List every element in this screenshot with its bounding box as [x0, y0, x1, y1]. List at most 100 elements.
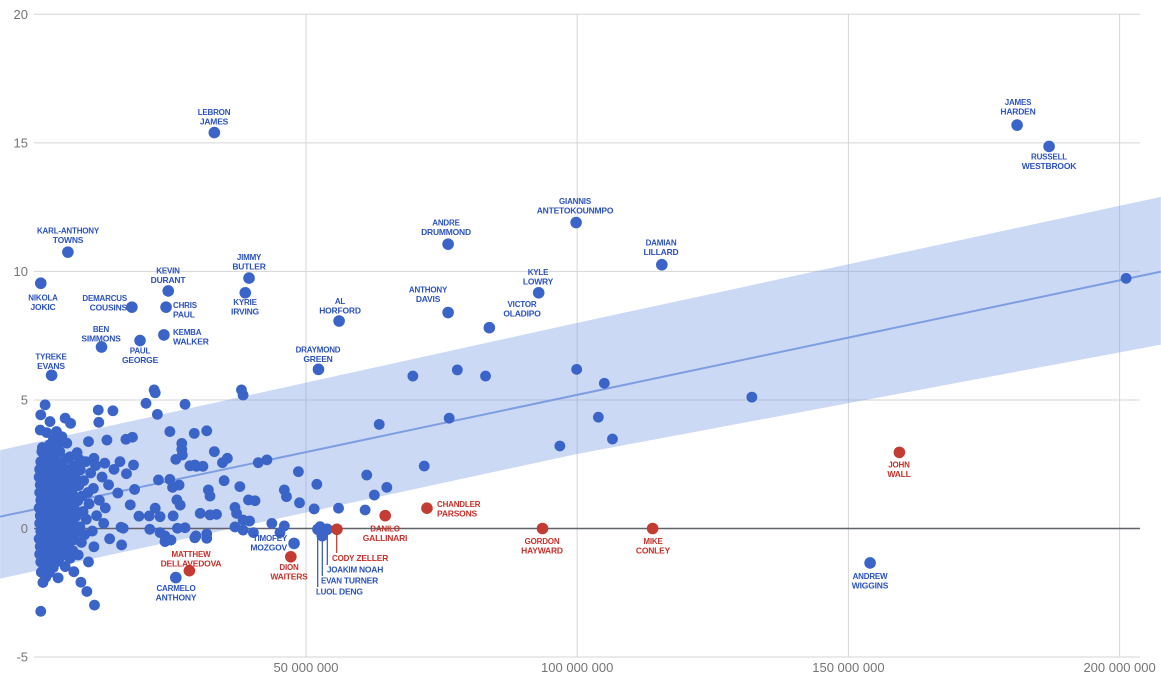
highlighted-point[interactable]: [570, 216, 582, 229]
data-point[interactable]: [115, 521, 127, 533]
highlighted-point[interactable]: [62, 246, 74, 258]
data-point[interactable]: [101, 434, 113, 446]
highlighted-point[interactable]: [95, 341, 108, 353]
data-point[interactable]: [114, 456, 126, 468]
data-point[interactable]: [204, 490, 216, 502]
data-point[interactable]: [81, 586, 93, 597]
data-point[interactable]: [140, 397, 152, 409]
data-point[interactable]: [93, 494, 105, 506]
data-point[interactable]: [83, 436, 94, 448]
highlighted-point[interactable]: [536, 522, 549, 535]
data-point[interactable]: [480, 370, 491, 382]
highlighted-point[interactable]: [442, 306, 454, 319]
data-point[interactable]: [359, 504, 371, 516]
data-point[interactable]: [204, 509, 216, 521]
data-point[interactable]: [188, 427, 200, 439]
data-point[interactable]: [237, 389, 249, 401]
highlighted-point[interactable]: [183, 564, 196, 577]
data-point[interactable]: [35, 605, 47, 617]
data-point[interactable]: [128, 459, 139, 471]
data-point[interactable]: [451, 364, 463, 376]
data-point[interactable]: [98, 517, 110, 529]
data-point[interactable]: [103, 479, 114, 491]
data-point[interactable]: [80, 513, 92, 525]
data-point[interactable]: [41, 427, 53, 439]
data-point[interactable]: [83, 498, 95, 510]
data-point[interactable]: [244, 515, 255, 527]
data-point[interactable]: [174, 499, 186, 511]
data-point[interactable]: [80, 456, 92, 468]
data-point[interactable]: [607, 433, 618, 445]
data-point[interactable]: [407, 370, 419, 382]
highlighted-point[interactable]: [333, 315, 345, 327]
data-point[interactable]: [75, 576, 87, 588]
data-point[interactable]: [52, 572, 64, 584]
data-point[interactable]: [1120, 272, 1132, 284]
data-point[interactable]: [99, 457, 111, 469]
data-point[interactable]: [120, 433, 132, 445]
data-point[interactable]: [104, 533, 116, 545]
data-point[interactable]: [308, 503, 320, 515]
highlighted-point[interactable]: [126, 301, 138, 313]
highlighted-point[interactable]: [331, 523, 343, 536]
data-point[interactable]: [107, 405, 119, 417]
data-point[interactable]: [91, 510, 103, 522]
highlighted-point[interactable]: [442, 238, 454, 250]
data-point[interactable]: [133, 510, 145, 522]
highlighted-point[interactable]: [379, 509, 391, 522]
data-point[interactable]: [197, 460, 209, 472]
data-point[interactable]: [179, 398, 191, 410]
data-point[interactable]: [229, 521, 241, 533]
data-point[interactable]: [746, 391, 758, 403]
data-point[interactable]: [112, 487, 124, 499]
data-point[interactable]: [368, 489, 380, 501]
data-point[interactable]: [218, 475, 230, 487]
highlighted-point[interactable]: [134, 334, 146, 347]
data-point[interactable]: [96, 471, 108, 483]
data-point[interactable]: [153, 474, 164, 486]
highlighted-point[interactable]: [160, 301, 172, 313]
data-point[interactable]: [88, 541, 100, 553]
data-point[interactable]: [76, 536, 87, 548]
data-point[interactable]: [68, 566, 80, 578]
data-point[interactable]: [598, 377, 610, 389]
data-point[interactable]: [274, 527, 286, 539]
highlighted-point[interactable]: [421, 502, 433, 514]
data-point[interactable]: [39, 399, 51, 411]
data-point[interactable]: [247, 527, 259, 539]
data-point[interactable]: [89, 599, 100, 611]
data-point[interactable]: [44, 416, 56, 427]
data-point[interactable]: [201, 532, 213, 544]
data-point[interactable]: [172, 522, 183, 534]
highlighted-point[interactable]: [483, 321, 496, 334]
data-point[interactable]: [261, 454, 273, 466]
data-point[interactable]: [217, 457, 228, 469]
data-point[interactable]: [93, 416, 105, 428]
data-point[interactable]: [121, 468, 132, 480]
data-point[interactable]: [159, 536, 171, 548]
highlighted-point[interactable]: [656, 258, 668, 271]
data-point[interactable]: [194, 507, 206, 519]
data-point[interactable]: [47, 440, 59, 452]
highlighted-point[interactable]: [162, 285, 175, 297]
data-point[interactable]: [249, 495, 261, 507]
data-point[interactable]: [167, 510, 179, 522]
data-point[interactable]: [189, 532, 201, 544]
data-point[interactable]: [170, 453, 182, 465]
highlighted-point[interactable]: [158, 329, 170, 341]
data-point[interactable]: [72, 549, 84, 561]
data-point[interactable]: [144, 523, 156, 535]
data-point[interactable]: [333, 502, 344, 514]
data-point[interactable]: [37, 577, 49, 588]
data-point[interactable]: [167, 481, 178, 493]
highlighted-point[interactable]: [208, 126, 221, 139]
data-point[interactable]: [64, 552, 76, 564]
highlighted-point[interactable]: [170, 571, 182, 584]
highlighted-point[interactable]: [864, 557, 876, 569]
data-point[interactable]: [108, 463, 120, 475]
data-point[interactable]: [151, 408, 163, 420]
data-point[interactable]: [293, 466, 304, 478]
data-point[interactable]: [208, 446, 220, 458]
data-point[interactable]: [281, 491, 292, 503]
data-point[interactable]: [231, 507, 242, 519]
